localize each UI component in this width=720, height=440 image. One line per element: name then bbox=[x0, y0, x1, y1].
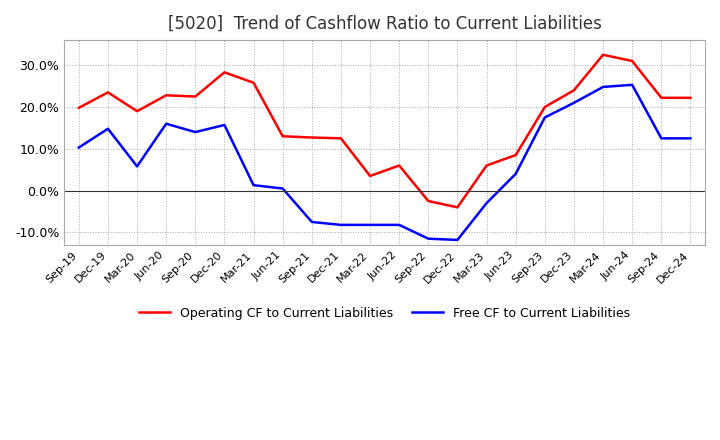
Operating CF to Current Liabilities bbox=[599, 52, 608, 57]
Operating CF to Current Liabilities bbox=[162, 93, 171, 98]
Free CF to Current Liabilities bbox=[686, 136, 695, 141]
Operating CF to Current Liabilities bbox=[511, 152, 520, 158]
Free CF to Current Liabilities bbox=[395, 222, 403, 227]
Operating CF to Current Liabilities bbox=[279, 134, 287, 139]
Operating CF to Current Liabilities bbox=[657, 95, 665, 100]
Free CF to Current Liabilities bbox=[628, 82, 636, 88]
Line: Operating CF to Current Liabilities: Operating CF to Current Liabilities bbox=[78, 55, 690, 207]
Operating CF to Current Liabilities bbox=[249, 80, 258, 85]
Free CF to Current Liabilities bbox=[74, 145, 83, 150]
Operating CF to Current Liabilities bbox=[337, 136, 346, 141]
Operating CF to Current Liabilities bbox=[307, 135, 316, 140]
Free CF to Current Liabilities bbox=[599, 84, 608, 90]
Free CF to Current Liabilities bbox=[337, 222, 346, 227]
Operating CF to Current Liabilities bbox=[104, 90, 112, 95]
Free CF to Current Liabilities bbox=[657, 136, 665, 141]
Free CF to Current Liabilities bbox=[279, 186, 287, 191]
Operating CF to Current Liabilities bbox=[220, 70, 229, 75]
Operating CF to Current Liabilities bbox=[453, 205, 462, 210]
Free CF to Current Liabilities bbox=[511, 171, 520, 176]
Free CF to Current Liabilities bbox=[104, 126, 112, 132]
Free CF to Current Liabilities bbox=[424, 236, 433, 241]
Free CF to Current Liabilities bbox=[162, 121, 171, 126]
Free CF to Current Liabilities bbox=[541, 115, 549, 120]
Operating CF to Current Liabilities bbox=[482, 163, 491, 168]
Operating CF to Current Liabilities bbox=[541, 104, 549, 110]
Operating CF to Current Liabilities bbox=[74, 105, 83, 110]
Operating CF to Current Liabilities bbox=[132, 109, 141, 114]
Line: Free CF to Current Liabilities: Free CF to Current Liabilities bbox=[78, 85, 690, 240]
Operating CF to Current Liabilities bbox=[570, 88, 578, 93]
Free CF to Current Liabilities bbox=[453, 237, 462, 242]
Free CF to Current Liabilities bbox=[249, 183, 258, 188]
Free CF to Current Liabilities bbox=[482, 201, 491, 206]
Operating CF to Current Liabilities bbox=[628, 59, 636, 64]
Free CF to Current Liabilities bbox=[307, 219, 316, 224]
Free CF to Current Liabilities bbox=[191, 129, 199, 135]
Legend: Operating CF to Current Liabilities, Free CF to Current Liabilities: Operating CF to Current Liabilities, Fre… bbox=[134, 302, 635, 325]
Operating CF to Current Liabilities bbox=[395, 163, 403, 168]
Operating CF to Current Liabilities bbox=[191, 94, 199, 99]
Operating CF to Current Liabilities bbox=[424, 198, 433, 204]
Free CF to Current Liabilities bbox=[220, 122, 229, 128]
Free CF to Current Liabilities bbox=[132, 164, 141, 169]
Operating CF to Current Liabilities bbox=[366, 173, 374, 179]
Free CF to Current Liabilities bbox=[366, 222, 374, 227]
Operating CF to Current Liabilities bbox=[686, 95, 695, 100]
Title: [5020]  Trend of Cashflow Ratio to Current Liabilities: [5020] Trend of Cashflow Ratio to Curren… bbox=[168, 15, 601, 33]
Free CF to Current Liabilities bbox=[570, 100, 578, 106]
